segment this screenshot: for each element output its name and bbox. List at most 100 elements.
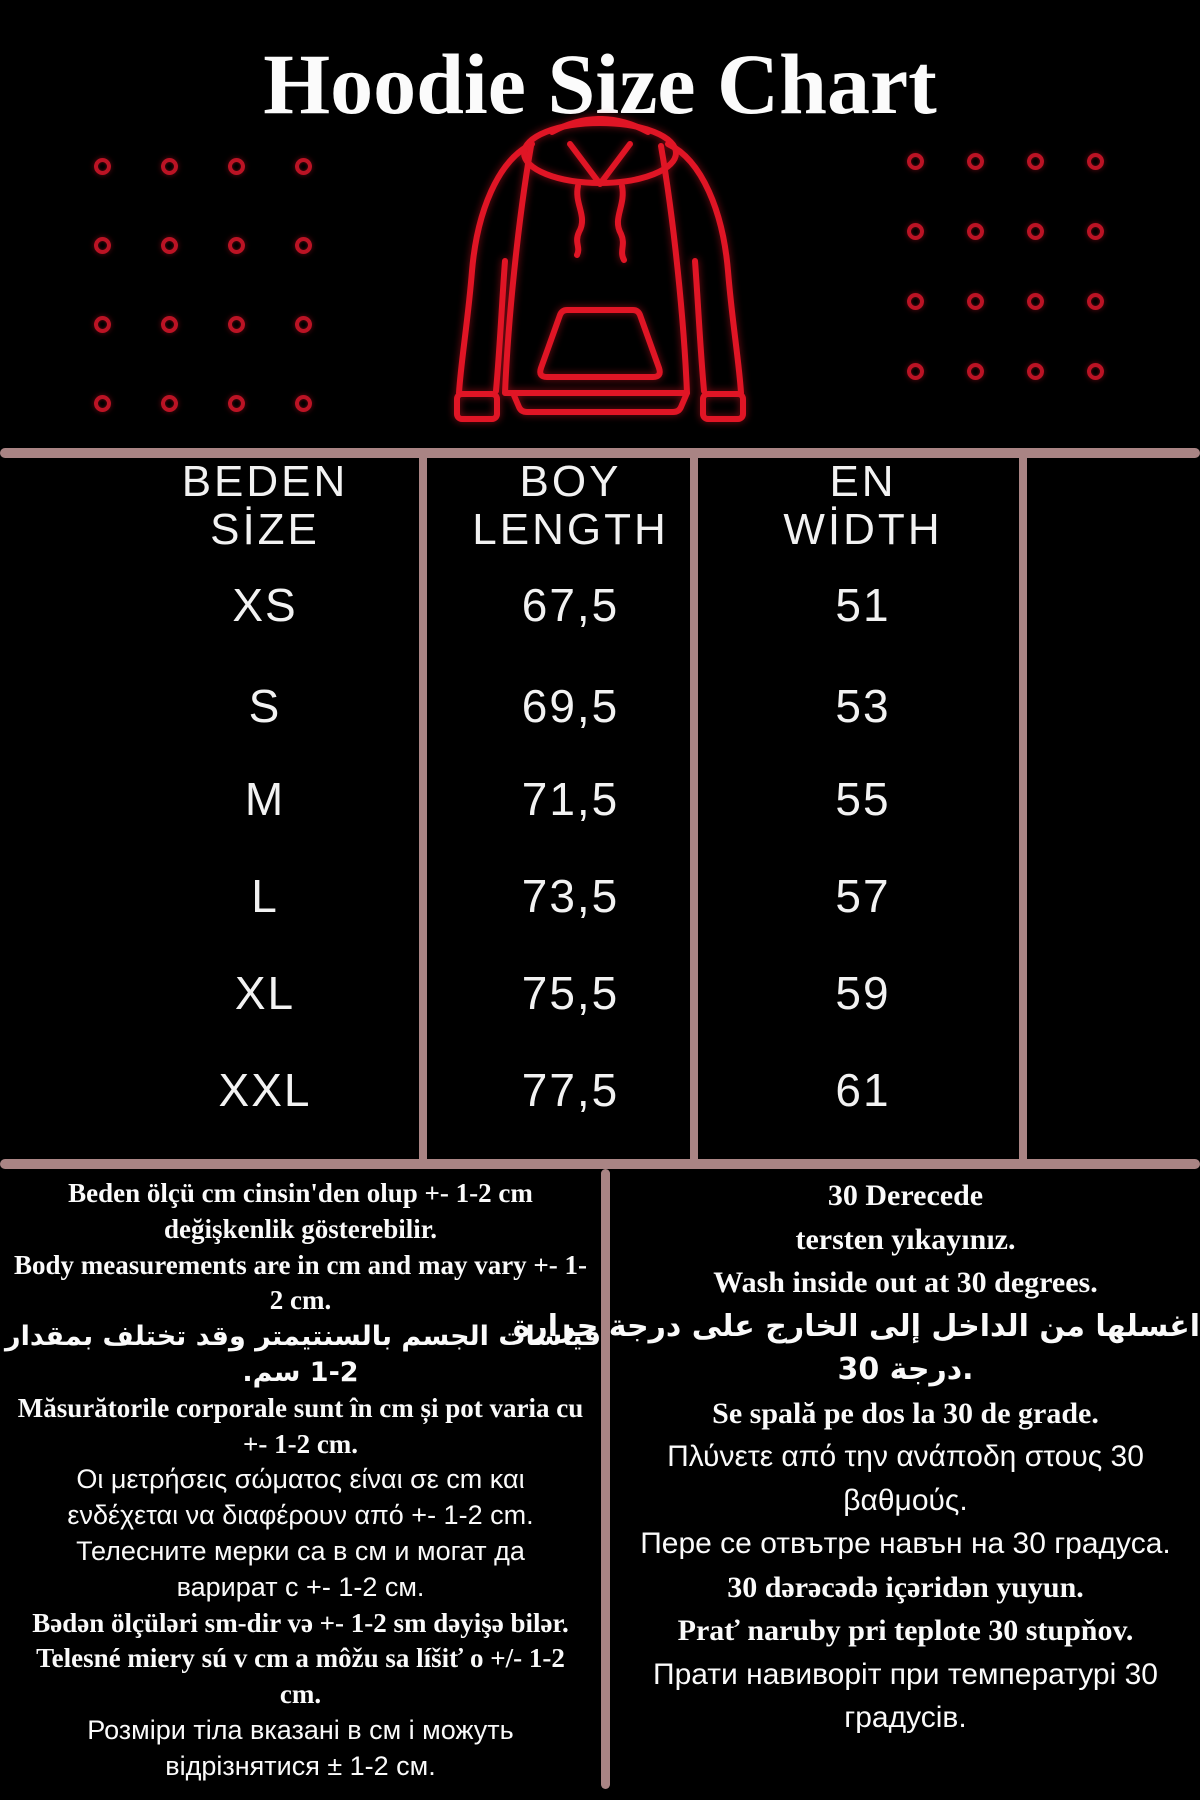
notes-divider [601,1169,610,1789]
size-cell: M [244,773,286,825]
note-line: اغسلها من الداخل إلى الخارج على درجة حرا… [512,1308,1200,1344]
header-line: SİZE [210,505,320,554]
note-line: відрізнятися ± 1-2 см. [165,1750,436,1781]
table-divider-2 [690,448,698,1169]
width-cell: 59 [835,967,891,1019]
note-line: Розміри тіла вказані в см і можуть [87,1714,514,1745]
note-line: Body measurements are in cm and may vary… [13,1249,588,1280]
dot-ring-icon [907,293,924,310]
width-cell: 55 [835,773,891,825]
dot-ring-icon [907,153,924,170]
note-line: 1-2 سم. [242,1356,359,1388]
dot-ring-icon [161,316,178,333]
note-line: Телесните мерки са в см и могат да [76,1535,525,1566]
dot-ring-icon [1087,223,1104,240]
column-header-length: BOY LENGTH [437,458,704,554]
dot-ring-icon [228,316,245,333]
size-cell: XXL [218,1064,312,1116]
length-cell: 67,5 [521,579,620,631]
dot-ring-icon [1087,153,1104,170]
right-dot-grid [907,153,1104,380]
header-line: WİDTH [783,505,943,554]
dot-ring-icon [1027,153,1044,170]
note-line: Măsurătorile corporale sunt în cm și pot… [17,1392,584,1423]
table-divider-3 [1019,448,1027,1169]
note-line: Οι μετρήσεις σώματος είναι σε cm και [76,1464,525,1495]
dot-ring-icon [907,363,924,380]
dot-ring-icon [1087,363,1104,380]
width-cell: 53 [835,680,891,732]
table-divider-1 [419,448,427,1169]
note-line: βαθμούς. [843,1483,968,1517]
dot-ring-icon [907,223,924,240]
dot-ring-icon [295,237,312,254]
width-cell: 57 [835,870,891,922]
width-cell: 61 [835,1064,891,1116]
note-line: قياسات الجسم بالسنتيمتر وقد تختلف بمقدار… [0,1321,601,1353]
length-cell: 75,5 [521,967,620,1019]
note-line: değişkenlik gösterebilir. [163,1213,438,1244]
note-line: 30 درجة. [837,1352,974,1387]
note-line: Bədən ölçüləri sm-dir və +- 1-2 sm dəyiş… [32,1607,569,1638]
length-cell: 71,5 [521,773,620,825]
care-notes-washing: 30 Derecede tersten yıkayınız. Wash inside… [512,1174,1200,1740]
dot-ring-icon [94,158,111,175]
note-line: Πλύνετε από την ανάποδη στους 30 [667,1440,1144,1473]
left-dot-grid [94,158,312,412]
note-line: Telesné miery sú v cm a môžu sa líšiť o … [36,1643,565,1674]
dot-ring-icon [967,363,984,380]
note-line: градусів. [844,1701,967,1734]
table-border-top [0,448,1200,458]
dot-ring-icon [161,158,178,175]
dot-ring-icon [228,158,245,175]
note-line: Se spală pe dos la 30 de grade. [712,1396,1099,1430]
size-cell: XS [232,579,298,631]
note-line: 30 dərəcədə içəridən yuyun. [727,1570,1084,1604]
dot-ring-icon [967,153,984,170]
dot-ring-icon [295,316,312,333]
header-line: BEDEN [181,457,349,506]
dot-ring-icon [94,237,111,254]
dot-ring-icon [295,395,312,412]
size-cell: L [251,870,279,922]
dot-ring-icon [967,293,984,310]
header-line: EN [829,457,897,506]
note-line: Пере се отвътре навън на 30 градуса. [640,1527,1171,1560]
note-line: Prať naruby pri teplote 30 stupňov. [677,1614,1134,1647]
dot-ring-icon [1027,363,1044,380]
note-line: +- 1-2 cm. [242,1428,359,1459]
length-cell: 69,5 [521,680,620,732]
dot-ring-icon [967,223,984,240]
dot-ring-icon [1027,293,1044,310]
header-line: BOY [519,457,622,506]
dot-ring-icon [228,395,245,412]
note-line: варират с +- 1-2 см. [176,1571,425,1602]
dot-ring-icon [161,237,178,254]
length-cell: 77,5 [521,1064,620,1116]
table-border-bottom [0,1159,1200,1169]
dot-ring-icon [228,237,245,254]
note-line: 30 Derecede [827,1179,984,1212]
dot-ring-icon [94,316,111,333]
note-line: Beden ölçü cm cinsin'den olup +- 1-2 cm [68,1178,533,1208]
size-cell: S [248,680,282,732]
note-line: cm. [279,1679,322,1710]
note-line: Прати навиворіт при температурі 30 [653,1657,1158,1691]
width-cell: 51 [835,579,891,631]
hoodie-icon [454,116,746,422]
dot-ring-icon [295,158,312,175]
dot-ring-icon [161,395,178,412]
note-line: ενδέχεται να διαφέρουν από +- 1-2 cm. [67,1500,534,1531]
header-line: LENGTH [472,505,669,554]
note-line: tersten yıkayınız. [795,1222,1016,1256]
dot-ring-icon [94,395,111,412]
column-header-width: EN WİDTH [706,458,1020,554]
column-header-size: BEDEN SİZE [60,458,470,554]
dot-ring-icon [1027,223,1044,240]
note-line: 2 cm. [269,1285,332,1316]
size-cell: XL [234,967,296,1019]
care-notes-measurements: Beden ölçü cm cinsin'den olup +- 1-2 cm d… [0,1176,601,1785]
dot-ring-icon [1087,293,1104,310]
length-cell: 73,5 [521,870,620,922]
